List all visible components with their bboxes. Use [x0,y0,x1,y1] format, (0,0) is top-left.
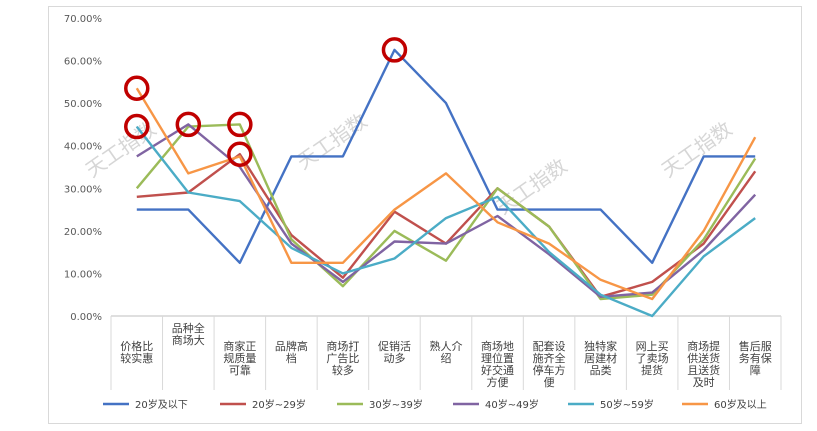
series-line-2 [136,152,757,298]
y-tick-label: 30.00% [64,184,102,195]
x-tick-label: 独特家居建材品类 [584,339,617,377]
x-tick-label: 价格比较实惠 [120,339,153,365]
x-tick-label: 网上买了卖场提货 [636,340,669,377]
series-line-6 [135,87,757,301]
legend-label: 20岁~29岁 [252,398,306,411]
x-tick-label: 商场地理位置好交通方便 [481,339,514,389]
x-tick-label: 品牌高档 [275,339,308,365]
highlight-circle [124,113,150,140]
series-line-5 [135,125,756,318]
x-tick-label: 商场打广告比较多 [326,339,359,377]
x-tick-label: 配套设施齐全停车方便 [533,340,566,389]
watermark: 天工指数 [292,109,371,175]
series-line-1 [136,48,756,264]
legend-label: 40岁~49岁 [485,398,539,411]
x-tick-label: 熟人介绍 [430,339,463,365]
y-tick-label: 0.00% [70,312,102,323]
y-tick-label: 20.00% [64,227,102,238]
x-tick-label: 售后服务有保障 [739,339,772,377]
x-tick-label: 促销活动多 [378,339,411,365]
y-tick-label: 60.00% [64,57,102,68]
y-tick-label: 70.00% [64,14,102,25]
legend-label: 50岁~59岁 [600,398,654,411]
x-tick-label: 商场提供送货且送货及时 [687,339,720,389]
x-tick-label: 品种全商场大 [172,321,205,347]
y-tick-label: 50.00% [64,99,102,110]
legend-label: 60岁及以上 [714,398,767,411]
x-tick-label: 商家正规质量可靠 [223,339,256,377]
highlight-circle [124,75,150,101]
legend-label: 30岁~39岁 [369,398,423,411]
series-line-3 [135,123,757,301]
y-tick-label: 10.00% [64,269,102,280]
legend-label: 20岁及以下 [135,398,188,411]
highlight-circle [175,111,202,138]
series-line-4 [136,123,757,298]
y-tick-label: 40.00% [64,142,102,153]
highlight-circle [381,37,408,63]
highlight-circle [227,141,253,167]
highlight-circle [227,111,253,138]
